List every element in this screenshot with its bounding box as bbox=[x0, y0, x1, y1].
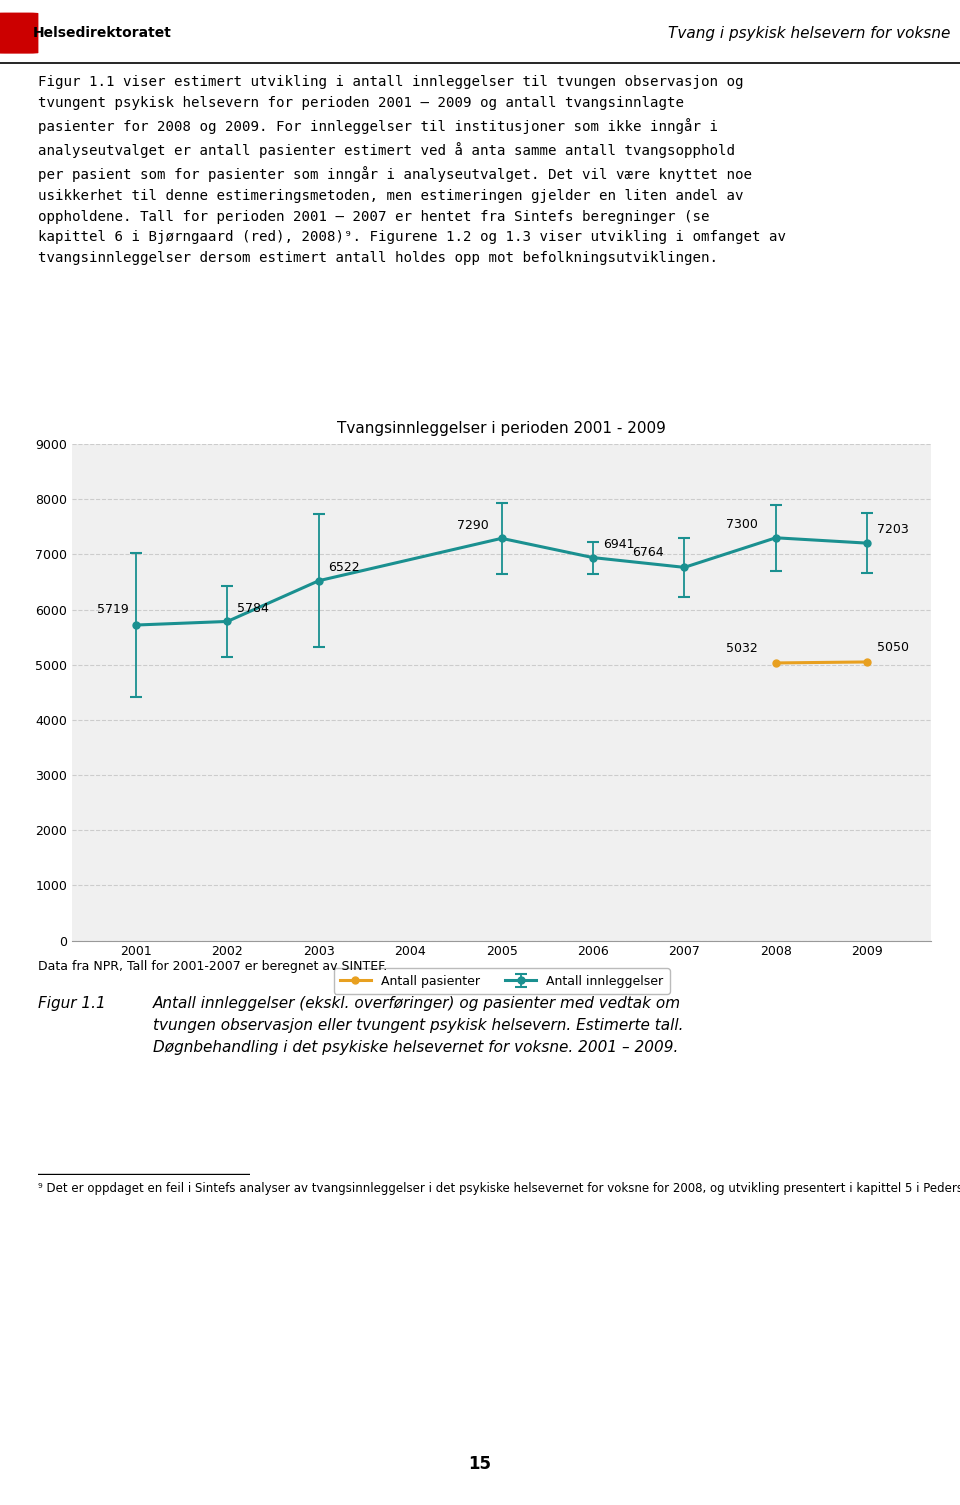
Text: 6764: 6764 bbox=[632, 546, 663, 560]
Text: Data fra NPR, Tall for 2001-2007 er beregnet av SINTEF.: Data fra NPR, Tall for 2001-2007 er bere… bbox=[38, 960, 388, 974]
Text: 7203: 7203 bbox=[876, 524, 909, 536]
Text: 5784: 5784 bbox=[237, 602, 269, 614]
Text: 7290: 7290 bbox=[457, 519, 489, 531]
Line: Antall pasienter: Antall pasienter bbox=[773, 659, 871, 667]
Text: 15: 15 bbox=[468, 1455, 492, 1472]
Text: 6522: 6522 bbox=[328, 561, 360, 573]
Text: Tvang i psykisk helsevern for voksne: Tvang i psykisk helsevern for voksne bbox=[668, 26, 950, 41]
Legend: Antall pasienter, Antall innleggelser: Antall pasienter, Antall innleggelser bbox=[333, 969, 670, 993]
Title: Tvangsinnleggelser i perioden 2001 - 2009: Tvangsinnleggelser i perioden 2001 - 200… bbox=[337, 421, 666, 436]
Text: Helsedirektoratet: Helsedirektoratet bbox=[33, 26, 172, 41]
Antall pasienter bbox=[770, 653, 781, 671]
Text: ⁹ Det er oppdaget en feil i Sintefs analyser av tvangsinnleggelser i det psykisk: ⁹ Det er oppdaget en feil i Sintefs anal… bbox=[38, 1181, 960, 1195]
Text: 7300: 7300 bbox=[726, 518, 757, 531]
FancyBboxPatch shape bbox=[0, 12, 38, 54]
Text: 5032: 5032 bbox=[726, 641, 757, 655]
Antall pasienter bbox=[861, 653, 873, 671]
Text: Figur 1.1 viser estimert utvikling i antall innleggelser til tvungen observasjon: Figur 1.1 viser estimert utvikling i ant… bbox=[38, 75, 786, 265]
Text: 5050: 5050 bbox=[876, 641, 909, 653]
Text: 6941: 6941 bbox=[603, 537, 635, 551]
Text: 5719: 5719 bbox=[97, 602, 129, 616]
Text: Antall innleggelser (ekskl. overføringer) og pasienter med vedtak om
tvungen obs: Antall innleggelser (ekskl. overføringer… bbox=[154, 996, 684, 1055]
Text: Figur 1.1: Figur 1.1 bbox=[38, 996, 107, 1011]
